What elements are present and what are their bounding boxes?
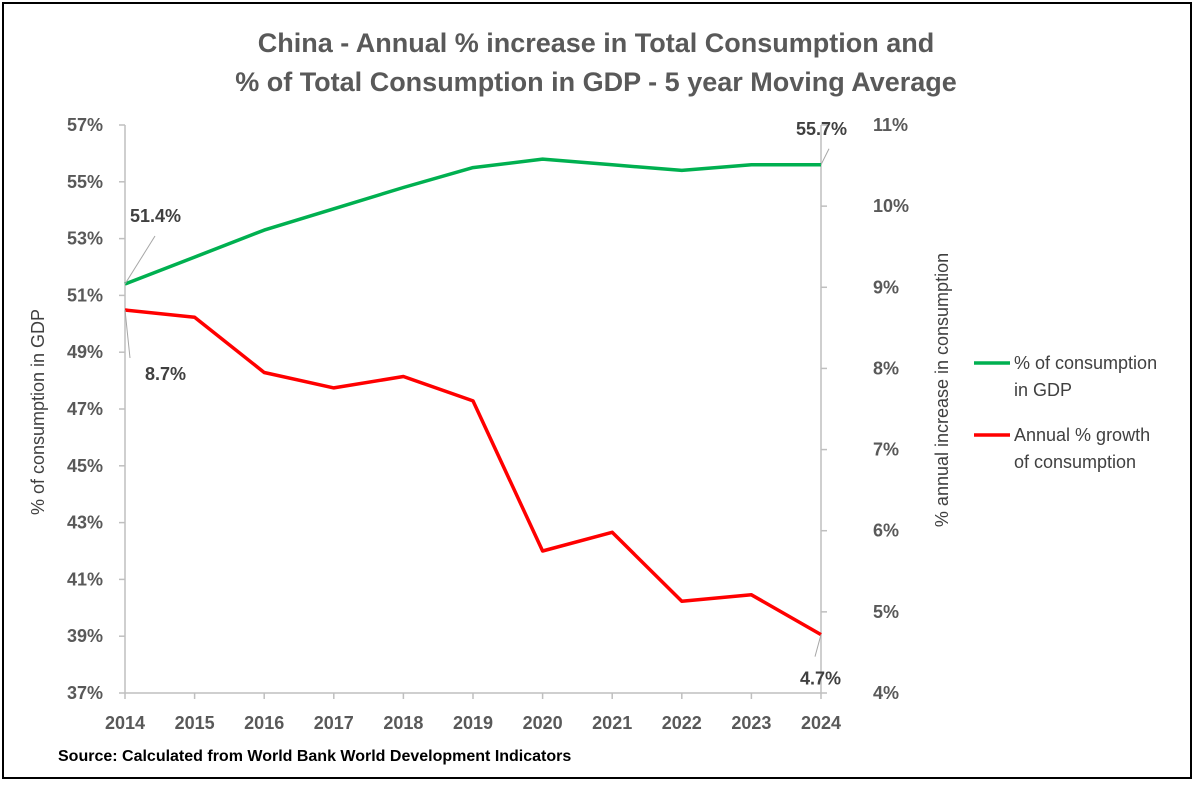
source-note: Source: Calculated from World Bank World… <box>58 748 571 765</box>
legend-label: Annual % growth <box>1014 425 1150 445</box>
right-axis-title: % annual increase in consumption <box>932 253 952 527</box>
left-tick-label: 41% <box>67 569 103 589</box>
x-tick-label: 2015 <box>175 713 215 733</box>
left-tick-label: 39% <box>67 626 103 646</box>
right-tick-label: 5% <box>873 602 899 622</box>
data-label-leader <box>814 634 822 657</box>
chart-title-line-2: % of Total Consumption in GDP - 5 year M… <box>235 67 957 97</box>
legend: % of consumption in GDP Annual % growth of … <box>974 353 1157 472</box>
data-labels: 51.4% 55.7% 8.7% 4.7% <box>124 119 847 689</box>
x-tick-label: 2021 <box>592 713 632 733</box>
data-label-leader <box>124 309 131 359</box>
x-tick-label: 2017 <box>314 713 354 733</box>
legend-label: of consumption <box>1014 452 1136 472</box>
right-tick-label: 4% <box>873 683 899 703</box>
data-label-leader <box>124 235 156 285</box>
series-lines <box>124 157 822 637</box>
left-tick-label: 57% <box>67 115 103 135</box>
right-tick-label: 9% <box>873 277 899 297</box>
legend-label: % of consumption <box>1014 353 1157 373</box>
left-tick-label: 53% <box>67 229 103 249</box>
chart-title-line-1: China - Annual % increase in Total Consu… <box>258 28 935 58</box>
data-label-leader <box>820 148 830 165</box>
right-tick-label: 7% <box>873 440 899 460</box>
left-tick-label: 45% <box>67 456 103 476</box>
x-tick-label: 2018 <box>383 713 423 733</box>
left-axis-title: % of consumption in GDP <box>28 309 48 515</box>
data-label: 51.4% <box>130 206 181 226</box>
right-tick-label: 11% <box>873 115 908 135</box>
left-tick-label: 43% <box>67 513 103 533</box>
left-tick-label: 55% <box>67 172 103 192</box>
x-tick-label: 2020 <box>523 713 563 733</box>
right-tick-label: 6% <box>873 521 899 541</box>
x-tick-label: 2023 <box>731 713 771 733</box>
axes: 57% 55% 53% 51% 49% 47% 45% 43% 41% 39% 37% 11% 10% 9… <box>67 115 909 733</box>
x-tick-label: 2016 <box>244 713 284 733</box>
x-tick-label: 2014 <box>105 713 145 733</box>
x-tick-label: 2022 <box>662 713 702 733</box>
right-tick-label: 10% <box>873 196 909 216</box>
series-line-consumption-growth <box>124 308 822 637</box>
x-tick-label: 2024 <box>801 713 841 733</box>
left-tick-label: 51% <box>67 285 103 305</box>
left-tick-label: 49% <box>67 342 103 362</box>
data-label: 8.7% <box>145 364 186 384</box>
series-line-consumption-share <box>124 157 821 286</box>
x-tick-label: 2019 <box>453 713 493 733</box>
legend-label: in GDP <box>1014 380 1072 400</box>
data-label: 55.7% <box>796 119 847 139</box>
left-tick-label: 37% <box>67 683 103 703</box>
right-tick-label: 8% <box>873 358 899 378</box>
left-tick-label: 47% <box>67 399 103 419</box>
data-label: 4.7% <box>800 669 841 689</box>
